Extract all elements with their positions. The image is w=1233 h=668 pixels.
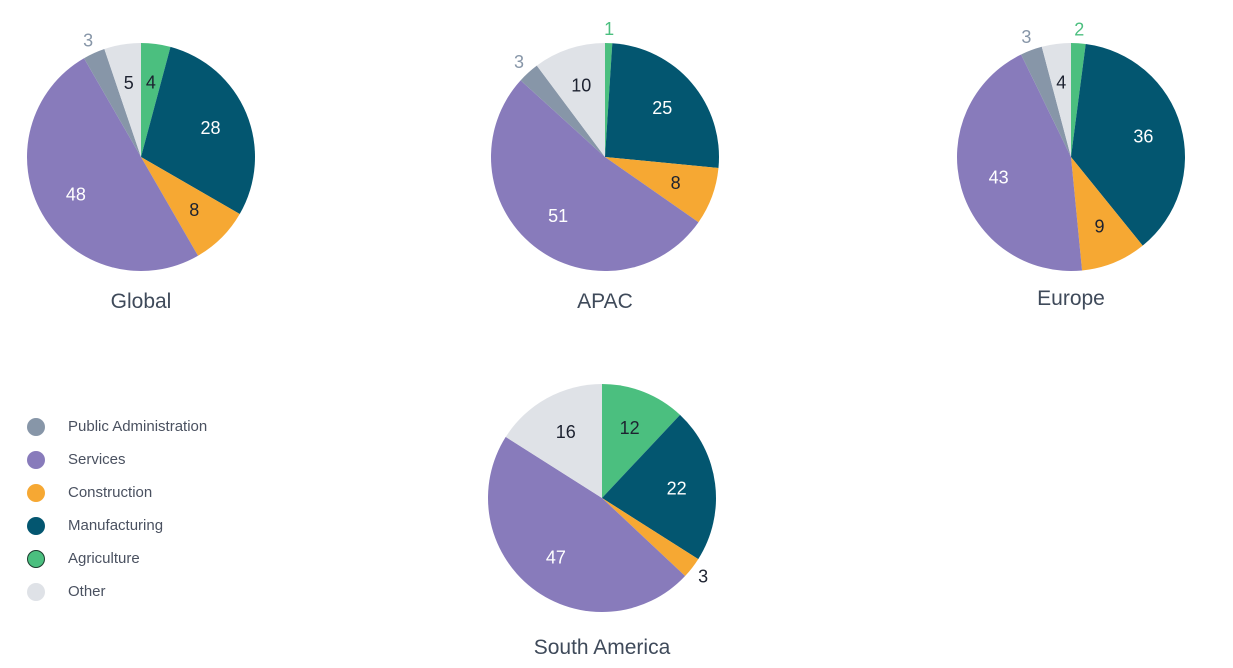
data-label-manufacturing: 28 — [200, 118, 220, 138]
slice-public-administration — [1021, 46, 1071, 157]
data-label-public-administration: 3 — [1021, 27, 1031, 47]
data-label-agriculture: 12 — [620, 418, 640, 438]
data-label-services: 48 — [66, 185, 86, 205]
legend-swatch-manufacturing — [27, 516, 45, 535]
slice-other — [536, 43, 605, 157]
slice-other — [104, 43, 141, 157]
legend-swatch-public-administration — [27, 417, 45, 436]
slice-other — [1041, 43, 1071, 157]
slice-construction — [1071, 157, 1143, 271]
legend-label: Other — [68, 583, 106, 600]
legend-swatch-services — [27, 450, 45, 469]
data-label-other: 4 — [1056, 72, 1066, 92]
data-label-services: 47 — [546, 547, 566, 567]
legend-swatch-construction — [27, 483, 45, 502]
legend-label: Construction — [68, 484, 153, 501]
legend-item-construction: Construction — [27, 476, 207, 509]
legend-item-other: Other — [27, 575, 207, 608]
data-label-services: 43 — [989, 167, 1009, 187]
data-label-manufacturing: 36 — [1133, 127, 1153, 147]
data-label-other: 5 — [124, 73, 134, 93]
slice-other — [505, 384, 602, 498]
legend-swatch-agriculture — [27, 549, 45, 568]
pie-title: South America — [534, 636, 671, 659]
slice-construction — [602, 498, 699, 577]
slice-construction — [605, 157, 719, 223]
legend: Public Administration Services Construct… — [27, 410, 207, 608]
slice-public-administration — [84, 49, 141, 157]
legend-label: Public Administration — [68, 418, 208, 435]
pie-title: Global — [111, 290, 172, 313]
slice-public-administration — [520, 65, 605, 157]
data-label-agriculture: 1 — [604, 19, 614, 39]
legend-label: Agriculture — [68, 550, 140, 567]
legend-item-public-administration: Public Administration — [27, 410, 207, 443]
legend-swatch-other — [27, 582, 45, 601]
data-label-services: 51 — [548, 206, 568, 226]
data-label-agriculture: 4 — [146, 72, 156, 92]
slice-manufacturing — [605, 43, 719, 168]
data-label-other: 10 — [571, 76, 591, 96]
slice-agriculture — [1071, 43, 1086, 157]
slice-services — [957, 54, 1083, 271]
data-label-manufacturing: 22 — [667, 479, 687, 499]
data-label-construction: 9 — [1095, 217, 1105, 237]
pie-south-america: 12 22 3 47 16 South America — [487, 384, 716, 659]
pie-global: 4 28 8 48 3 5 Global — [27, 30, 255, 313]
data-label-other: 16 — [556, 422, 576, 442]
pie-apac: 1 25 8 51 3 10 APAC — [490, 19, 719, 313]
slice-services — [27, 58, 198, 272]
slice-manufacturing — [602, 414, 716, 560]
data-label-manufacturing: 25 — [652, 98, 672, 118]
data-label-public-administration: 3 — [83, 30, 93, 50]
slice-services — [487, 436, 686, 613]
slice-construction — [141, 157, 240, 256]
slice-agriculture — [141, 43, 171, 157]
legend-label: Manufacturing — [68, 517, 164, 534]
pie-europe: 2 36 9 43 3 4 Europe — [957, 19, 1185, 310]
slice-manufacturing — [141, 46, 255, 214]
data-label-construction: 8 — [189, 200, 199, 220]
legend-item-services: Services — [27, 443, 207, 476]
pie-title: Europe — [1037, 287, 1105, 310]
data-label-construction: 8 — [671, 173, 681, 193]
data-label-construction: 3 — [698, 566, 708, 586]
slice-services — [490, 80, 699, 272]
slice-agriculture — [602, 384, 681, 498]
legend-item-agriculture: Agriculture — [27, 542, 207, 575]
legend-item-manufacturing: Manufacturing — [27, 509, 207, 542]
slice-agriculture — [605, 43, 613, 157]
data-label-agriculture: 2 — [1074, 19, 1084, 39]
pie-title: APAC — [577, 290, 633, 313]
legend-label: Services — [68, 451, 126, 468]
data-label-public-administration: 3 — [514, 52, 524, 72]
slice-manufacturing — [1071, 43, 1185, 246]
